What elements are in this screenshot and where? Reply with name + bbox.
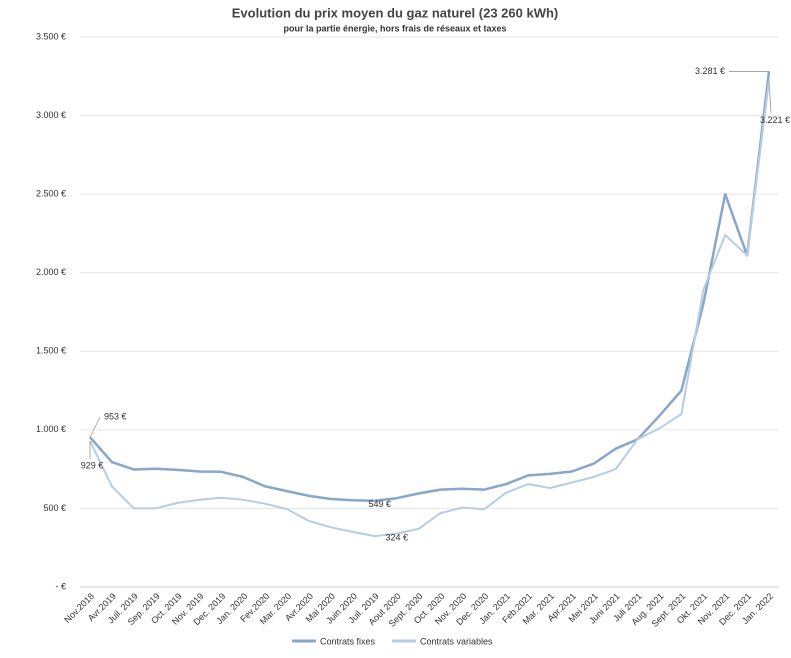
legend-label: Contrats variables bbox=[420, 636, 493, 646]
y-tick-label: 500 € bbox=[43, 503, 66, 513]
series-line bbox=[89, 71, 771, 502]
chart-subtitle: pour la partie énergie, hors frais de ré… bbox=[283, 23, 506, 33]
y-tick-label: 3.000 € bbox=[36, 110, 66, 120]
y-tick-label: - € bbox=[55, 581, 66, 591]
data-label: 3.221 € bbox=[760, 115, 790, 125]
data-label: 929 € bbox=[81, 460, 104, 470]
data-label: 549 € bbox=[368, 499, 391, 509]
leader-line bbox=[89, 417, 101, 438]
y-tick-label: 2.500 € bbox=[36, 189, 66, 199]
data-label: 324 € bbox=[385, 532, 408, 542]
y-tick-label: 3.500 € bbox=[36, 31, 66, 41]
chart-title: Evolution du prix moyen du gaz naturel (… bbox=[232, 5, 559, 20]
legend-label: Contrats fixes bbox=[320, 636, 376, 646]
y-tick-label: 1.000 € bbox=[36, 424, 66, 434]
y-tick-label: 1.500 € bbox=[36, 346, 66, 356]
data-label: 953 € bbox=[104, 412, 127, 422]
leader-line bbox=[768, 80, 772, 113]
data-label: 3.281 € bbox=[695, 66, 725, 76]
series-line bbox=[89, 80, 770, 538]
y-tick-label: 2.000 € bbox=[36, 267, 66, 277]
